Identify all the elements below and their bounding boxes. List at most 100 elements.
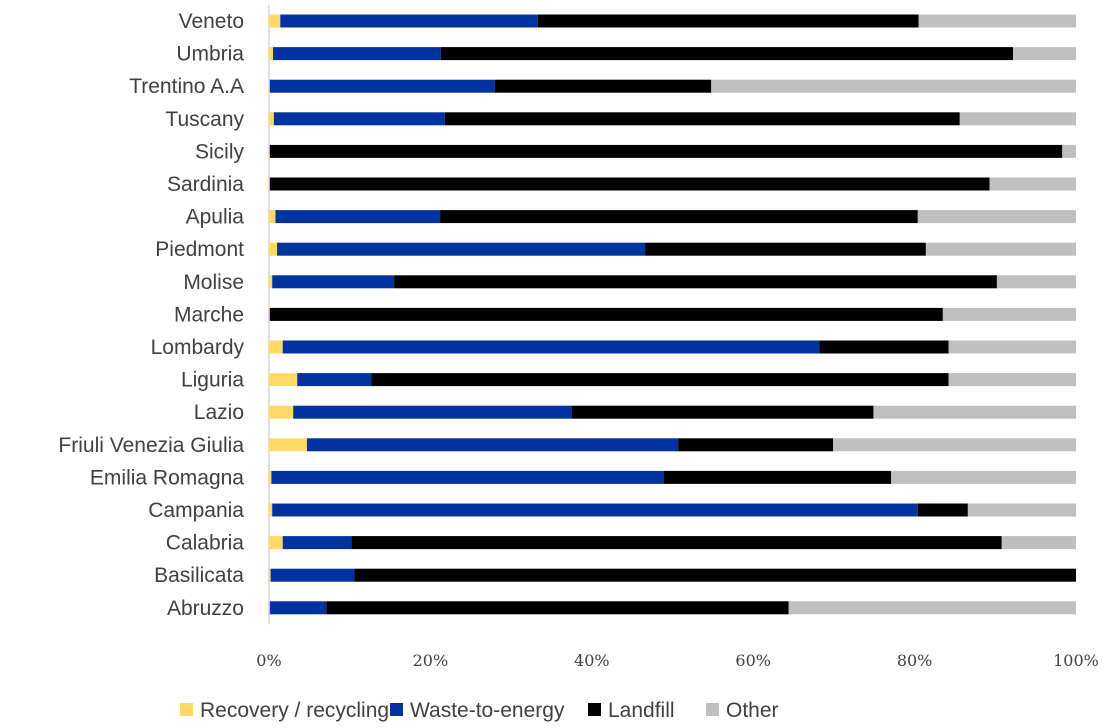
category-label: Lombardy: [151, 336, 245, 359]
category-label: Campania: [148, 499, 244, 522]
bar-campania-series-2: [917, 503, 968, 517]
legend-label-1: Waste-to-energy: [410, 699, 565, 722]
bar-veneto-series-0: [269, 14, 281, 28]
bar-trentino-a-a-series-3: [711, 79, 1076, 93]
category-label: Piedmont: [155, 238, 244, 261]
bar-tuscany-series-1: [273, 112, 445, 126]
bar-campania-series-3: [967, 503, 1076, 517]
bar-basilicata-series-2: [354, 568, 1076, 582]
bar-piedmont-series-1: [277, 242, 646, 256]
category-label: Abruzzo: [167, 597, 244, 620]
bar-apulia-series-1: [275, 210, 441, 224]
bar-apulia-series-2: [440, 210, 918, 224]
bar-molise-series-1: [272, 275, 395, 289]
bar-trentino-a-a-series-2: [494, 79, 712, 93]
bar-sardinia-series-3: [989, 177, 1076, 191]
category-label: Tuscany: [165, 108, 244, 131]
bar-piedmont-series-3: [925, 242, 1076, 256]
bar-calabria-series-0: [269, 536, 283, 550]
bar-sardinia-series-0: [269, 177, 270, 191]
bar-umbria-series-3: [1013, 47, 1076, 61]
bar-lazio-series-2: [571, 405, 874, 419]
legend-swatch-0: [180, 703, 193, 716]
bar-lombardy-series-0: [269, 340, 283, 354]
legend-swatch-3: [706, 703, 719, 716]
legend-swatch-2: [588, 703, 601, 716]
x-tick-label: 20%: [413, 651, 449, 670]
bar-umbria-series-2: [440, 47, 1014, 61]
bar-veneto-series-2: [537, 14, 919, 28]
bar-abruzzo-series-0: [269, 601, 270, 615]
category-label: Emilia Romagna: [90, 466, 244, 489]
bar-sardinia-series-2: [269, 177, 990, 191]
bar-friuli-venezia-giulia-series-2: [678, 438, 834, 452]
category-label: Friuli Venezia Giulia: [58, 434, 244, 457]
bar-liguria-series-2: [371, 373, 949, 387]
category-label: Calabria: [166, 532, 245, 555]
bar-sicily-series-0: [269, 144, 270, 158]
bar-friuli-venezia-giulia-series-1: [306, 438, 679, 452]
bar-basilicata-series-1: [270, 568, 355, 582]
bar-trentino-a-a-series-0: [269, 79, 270, 93]
bar-abruzzo-series-2: [326, 601, 789, 615]
bar-emilia-romagna-series-2: [663, 470, 892, 484]
x-tick-label: 80%: [897, 651, 933, 670]
bar-sicily-series-2: [269, 144, 1063, 158]
legend-label-0: Recovery / recycling: [200, 699, 389, 722]
bar-friuli-venezia-giulia-series-0: [269, 438, 307, 452]
x-tick-label: 0%: [256, 651, 281, 670]
bar-lombardy-series-3: [948, 340, 1076, 354]
bar-emilia-romagna-series-1: [271, 470, 664, 484]
x-tick-labels: 0% 20% 40% 60% 80% 100%: [256, 651, 1099, 670]
bar-trentino-a-a-series-1: [269, 79, 495, 93]
category-label: Lazio: [194, 401, 244, 424]
category-label: Sardinia: [167, 173, 244, 196]
bars-layer: [269, 14, 1076, 615]
category-label: Liguria: [181, 369, 244, 392]
bar-emilia-romagna-series-0: [269, 470, 272, 484]
bar-lazio-series-1: [293, 405, 572, 419]
legend-label-3: Other: [726, 699, 779, 722]
bar-tuscany-series-0: [269, 112, 274, 126]
bar-abruzzo-series-3: [788, 601, 1076, 615]
category-labels: Veneto Umbria Trentino A.A Tuscany Sicily Sar…: [58, 10, 244, 620]
bar-calabria-series-1: [282, 536, 352, 550]
bar-lazio-series-3: [873, 405, 1076, 419]
bar-lombardy-series-2: [819, 340, 949, 354]
bar-veneto-series-1: [280, 14, 538, 28]
bar-liguria-series-3: [948, 373, 1076, 387]
bar-apulia-series-0: [269, 210, 276, 224]
bar-abruzzo-series-1: [269, 601, 327, 615]
bar-campania-series-0: [269, 503, 273, 517]
bar-piedmont-series-2: [645, 242, 926, 256]
bar-marche-series-3: [942, 307, 1076, 321]
bar-campania-series-1: [272, 503, 918, 517]
bar-lazio-series-0: [269, 405, 294, 419]
bar-umbria-series-1: [273, 47, 441, 61]
x-tick-label: 60%: [735, 651, 771, 670]
bar-liguria-series-0: [269, 373, 298, 387]
category-label: Veneto: [179, 10, 244, 33]
x-tick-label: 100%: [1053, 651, 1099, 670]
legend-label-2: Landfill: [608, 699, 675, 722]
category-label: Molise: [183, 271, 244, 294]
bar-tuscany-series-2: [444, 112, 960, 126]
bar-tuscany-series-3: [959, 112, 1076, 126]
bar-lombardy-series-1: [282, 340, 820, 354]
bar-apulia-series-3: [917, 210, 1076, 224]
bar-basilicata-series-0: [269, 568, 271, 582]
category-label: Marche: [174, 303, 244, 326]
bar-marche-series-0: [269, 307, 270, 321]
category-label: Basilicata: [154, 564, 244, 587]
bar-emilia-romagna-series-3: [891, 470, 1076, 484]
legend: Recovery / recycling Waste-to-energy Landf…: [180, 699, 779, 722]
bar-friuli-venezia-giulia-series-3: [833, 438, 1076, 452]
bar-piedmont-series-0: [269, 242, 278, 256]
x-tick-label: 40%: [574, 651, 610, 670]
category-label: Trentino A.A: [129, 75, 244, 98]
bar-calabria-series-2: [351, 536, 1002, 550]
bar-marche-series-2: [269, 307, 943, 321]
bar-veneto-series-3: [918, 14, 1076, 28]
bar-molise-series-3: [996, 275, 1076, 289]
